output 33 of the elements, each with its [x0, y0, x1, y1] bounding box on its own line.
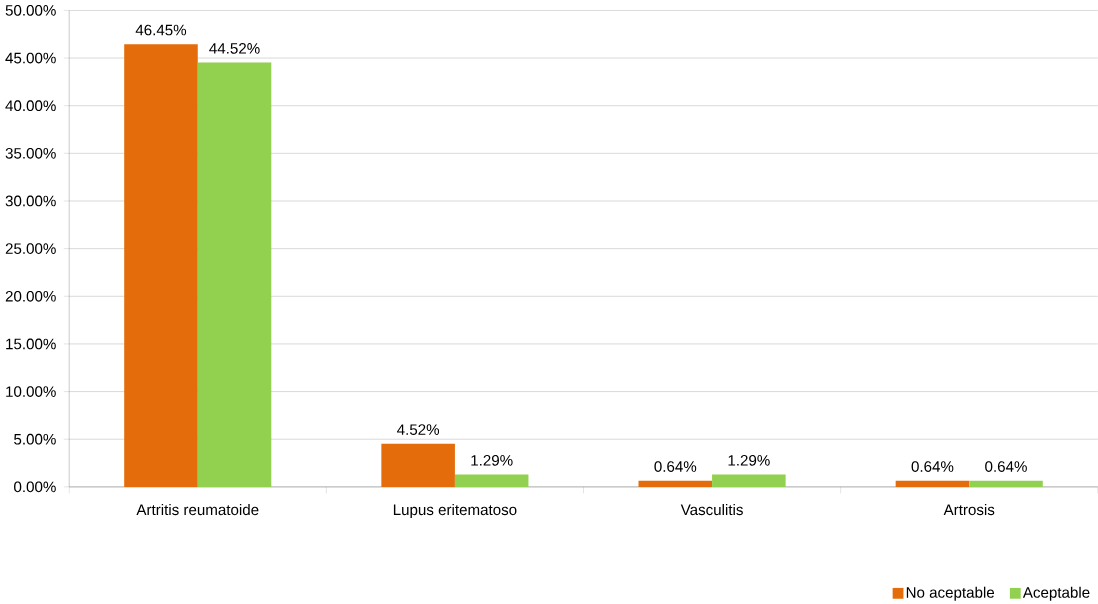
y-tick-label: 10.00%	[6, 386, 56, 397]
bar	[638, 480, 713, 487]
bar	[197, 62, 272, 487]
y-tick-label: 0.00%	[14, 481, 56, 493]
y-tick-label: 15.00%	[6, 338, 56, 350]
legend-label: Aceptable	[1022, 586, 1090, 601]
y-tick-label: 50.00%	[5, 4, 56, 16]
y-tick-label: 30.00%	[5, 195, 56, 207]
data-label: 46.45%	[135, 24, 187, 36]
data-label: 1.29%	[728, 454, 770, 466]
y-tick-label: 25.00%	[5, 243, 56, 254]
y-tick-label: 40.00%	[5, 100, 56, 111]
x-tick-label: Artrosis	[943, 503, 995, 516]
bar	[124, 44, 198, 487]
x-tick-label: Artritis reumatoide	[136, 503, 259, 516]
data-label: 4.52%	[397, 424, 440, 435]
bar	[895, 480, 970, 487]
data-label: 44.52%	[209, 42, 260, 54]
bar	[454, 474, 529, 487]
legend-label: No aceptable	[906, 586, 995, 601]
y-tick-label: 5.00%	[14, 433, 56, 445]
data-label: 1.29%	[471, 454, 513, 466]
bar	[969, 480, 1043, 487]
bar	[712, 474, 786, 487]
data-label: 0.64%	[911, 461, 954, 472]
data-label: 0.64%	[654, 461, 697, 472]
bar	[381, 443, 455, 487]
y-tick-label: 35.00%	[5, 147, 56, 159]
data-label: 0.64%	[985, 461, 1027, 472]
y-tick-label: 20.00%	[5, 290, 56, 302]
y-tick-label: 45.00%	[5, 52, 56, 64]
x-tick-label: Vasculitis	[680, 503, 743, 516]
x-tick-label: Lupus eritematoso	[393, 503, 517, 518]
